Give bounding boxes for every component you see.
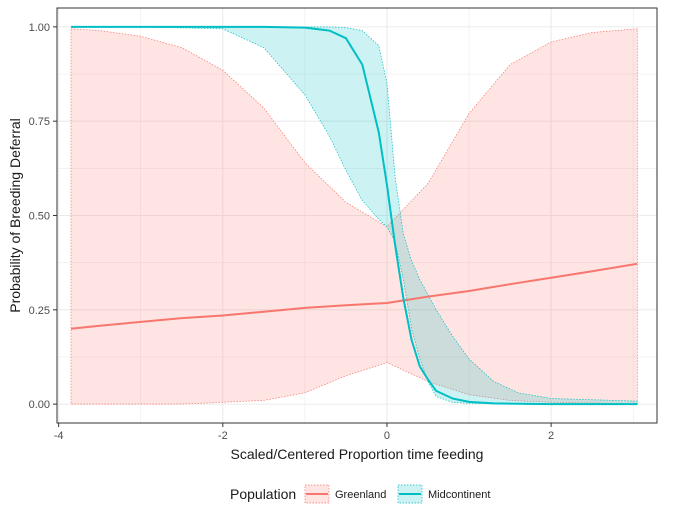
y-tick-label: 0.75 xyxy=(29,116,50,128)
legend-item-midcontinent: Midcontinent xyxy=(397,484,490,504)
x-tick-label: -2 xyxy=(218,430,228,442)
legend-title: Population xyxy=(230,486,296,502)
legend-label: Midcontinent xyxy=(428,489,490,501)
y-tick-label: 0.00 xyxy=(29,399,50,411)
legend-item-greenland: Greenland xyxy=(304,484,386,504)
axes: -4 -2 0 2 0.00 0.25 0.50 0.75 1.00 xyxy=(29,22,555,442)
legend: Population Greenland Midcontinent xyxy=(230,484,490,504)
series-lines xyxy=(70,25,638,406)
confidence-band-midcontinent xyxy=(71,26,638,405)
series-line-midcontinent xyxy=(71,25,638,406)
y-axis-title: Probability of Breeding Deferral xyxy=(7,118,23,313)
legend-items: Greenland Midcontinent xyxy=(304,484,490,504)
x-axis-title: Scaled/Centered Proportion time feeding xyxy=(231,446,484,462)
grid xyxy=(57,8,657,423)
series-line-greenland xyxy=(70,262,638,330)
legend-label: Greenland xyxy=(335,489,386,501)
y-tick-label: 0.25 xyxy=(29,305,50,317)
confidence-band-greenland xyxy=(70,28,638,405)
y-tick-label: 0.50 xyxy=(29,211,50,223)
confidence-bands xyxy=(70,26,638,405)
x-tick-label: -4 xyxy=(54,430,64,442)
y-tick-label: 1.00 xyxy=(29,22,50,34)
x-tick-label: 0 xyxy=(384,430,390,442)
x-tick-label: 2 xyxy=(548,430,554,442)
